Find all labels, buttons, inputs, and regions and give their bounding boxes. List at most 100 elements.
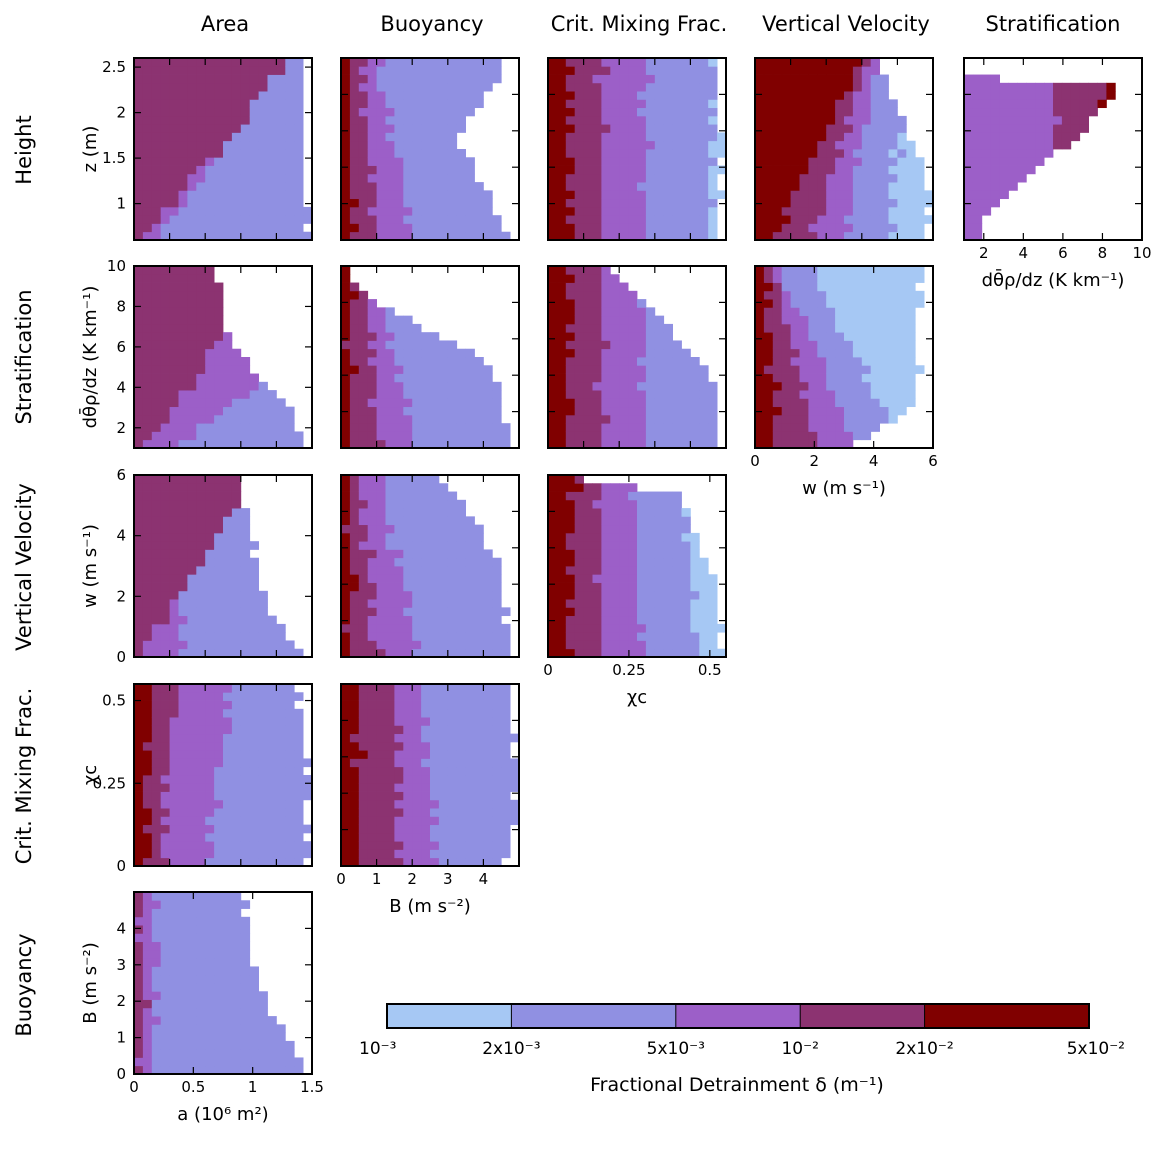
- heatmap-cell: [601, 648, 611, 658]
- heatmap-cell: [421, 115, 431, 125]
- heatmap-cell: [501, 431, 511, 441]
- heatmap-cell: [583, 182, 593, 191]
- heatmap-cell: [358, 623, 369, 633]
- heatmap-cell: [645, 541, 656, 550]
- heatmap-cell: [276, 157, 286, 166]
- heatmap-cell: [134, 541, 144, 550]
- heatmap-cell: [385, 857, 395, 867]
- heatmap-cell: [628, 82, 638, 92]
- heatmap-cell: [187, 717, 197, 726]
- x-tick-label: 6: [1058, 244, 1068, 262]
- heatmap-cell: [134, 124, 144, 133]
- heatmap-cell: [628, 231, 638, 241]
- heatmap-cell: [258, 648, 268, 658]
- axis-ticks: [964, 58, 1143, 240]
- heatmap-cell: [654, 524, 665, 534]
- heatmap-cell: [583, 74, 593, 84]
- heatmap-cell: [601, 615, 611, 625]
- heatmap-cell: [772, 190, 783, 200]
- heatmap-cell: [276, 623, 286, 633]
- heatmap-cell: [763, 165, 774, 175]
- heatmap-cell: [790, 198, 800, 208]
- heatmap-cell: [367, 231, 377, 241]
- heatmap-cell: [888, 266, 898, 275]
- heatmap-cell: [438, 140, 449, 150]
- heatmap-cell: [240, 783, 251, 792]
- heatmap-cell: [249, 615, 259, 625]
- heatmap-cell: [430, 99, 440, 109]
- heatmap-cell: [799, 190, 809, 200]
- heatmap-cell: [231, 132, 242, 142]
- heatmap-cell: [817, 365, 827, 374]
- heatmap-cell: [835, 132, 845, 142]
- heatmap-cell: [403, 775, 413, 784]
- heatmap-cell: [456, 365, 466, 374]
- heatmap-cell: [844, 357, 854, 366]
- row-title-height: Height: [12, 115, 36, 184]
- heatmap-cell: [915, 157, 925, 166]
- heatmap-cell: [1008, 182, 1018, 191]
- heatmap-cell: [619, 623, 629, 633]
- heatmap-cell: [214, 365, 224, 374]
- heatmap-cell: [412, 215, 422, 224]
- heatmap-cell: [160, 799, 170, 809]
- heatmap-cell: [690, 640, 700, 650]
- heatmap-cell: [663, 115, 673, 125]
- heatmap-cell: [799, 231, 809, 241]
- heatmap-cell: [681, 115, 691, 125]
- heatmap-cell: [1061, 91, 1072, 100]
- heatmap-cell: [870, 198, 880, 208]
- heatmap-cell: [376, 82, 386, 92]
- heatmap-cell: [772, 390, 783, 399]
- heatmap-cell: [214, 783, 224, 792]
- heatmap-cell: [556, 414, 567, 424]
- heatmap-cell: [852, 74, 863, 84]
- heatmap-cell: [258, 82, 268, 92]
- heatmap-cell: [276, 182, 286, 191]
- heatmap-cell: [240, 431, 251, 441]
- heatmap-cell: [151, 574, 162, 583]
- heatmap-cell: [601, 491, 611, 501]
- heatmap-cell: [258, 733, 268, 743]
- heatmap-cell: [972, 132, 983, 142]
- heatmap-cell: [349, 750, 360, 759]
- heatmap-cell: [367, 783, 377, 792]
- heatmap-cell: [628, 223, 638, 233]
- heatmap-cell: [565, 340, 576, 350]
- heatmap-cell: [412, 223, 422, 233]
- heatmap-cell: [187, 290, 197, 300]
- heatmap-cell: [601, 307, 611, 317]
- heatmap-cell: [790, 132, 800, 142]
- heatmap-cell: [240, 215, 251, 224]
- heatmap-cell: [474, 648, 484, 658]
- heatmap-cell: [637, 439, 647, 449]
- heatmap-cell: [169, 307, 179, 317]
- heatmap-cell: [196, 290, 206, 300]
- heatmap-cell: [142, 398, 153, 408]
- heatmap-cell: [799, 398, 809, 408]
- heatmap-cell: [430, 431, 440, 441]
- heatmap-cell: [205, 816, 215, 826]
- heatmap-cell: [456, 398, 466, 408]
- heatmap-cell: [826, 182, 836, 191]
- column-title-crit-mixing-frac: Crit. Mixing Frac.: [551, 12, 728, 36]
- heatmap-cell: [178, 340, 188, 350]
- heatmap-cell: [483, 398, 493, 408]
- heatmap-cell: [240, 566, 251, 575]
- heatmap-cell: [447, 340, 458, 350]
- heatmap-cell: [231, 733, 242, 743]
- heatmap-cell: [763, 439, 774, 449]
- heatmap-cell: [548, 566, 558, 575]
- heatmap-cell: [341, 717, 351, 726]
- heatmap-cell: [699, 398, 709, 408]
- heatmap-cell: [483, 557, 493, 567]
- heatmap-cell: [267, 182, 277, 191]
- heatmap-cell: [826, 132, 836, 142]
- heatmap-cell: [583, 66, 593, 75]
- heatmap-cell: [294, 91, 304, 100]
- heatmap-cell: [601, 165, 611, 175]
- heatmap-cell: [205, 799, 215, 809]
- heatmap-cell: [412, 323, 422, 333]
- heatmap-cell: [619, 282, 629, 292]
- heatmap-cell: [556, 590, 567, 600]
